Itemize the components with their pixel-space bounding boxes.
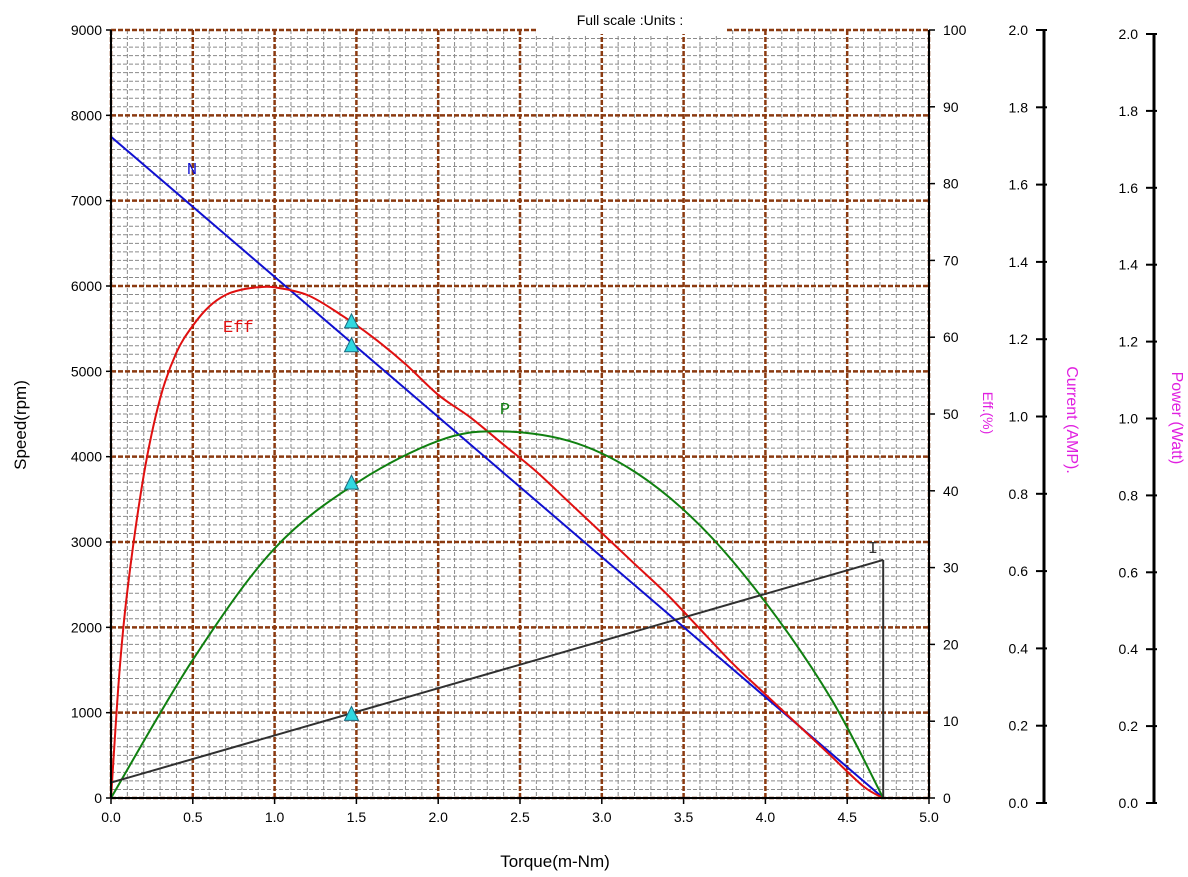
speed-tick-label: 0 xyxy=(94,790,102,806)
current-tick-label: 1.8 xyxy=(1009,99,1029,115)
power-tick-label: 0.0 xyxy=(1119,795,1139,811)
x-tick-label: 1.0 xyxy=(265,809,285,825)
current-tick-label: 0.4 xyxy=(1009,640,1029,656)
speed-tick-label: 2000 xyxy=(71,619,102,635)
x-tick-label: 3.0 xyxy=(592,809,612,825)
speed-tick-label: 4000 xyxy=(71,449,102,465)
current-tick-label: 2.0 xyxy=(1009,22,1029,38)
x-tick-label: 4.5 xyxy=(837,809,857,825)
efficiency-tick-label: 90 xyxy=(943,99,959,115)
efficiency-axis-title: Eff.(%) xyxy=(980,392,996,435)
power-tick-label: 0.4 xyxy=(1119,641,1139,657)
operating-point-marker xyxy=(343,336,360,353)
current-tick-label: 1.6 xyxy=(1009,177,1029,193)
power-tick-label: 1.2 xyxy=(1119,334,1139,350)
x-tick-label: 3.5 xyxy=(674,809,694,825)
efficiency-tick-label: 60 xyxy=(943,329,959,345)
series-line-n xyxy=(110,135,884,799)
efficiency-tick-label: 0 xyxy=(943,790,951,806)
markers xyxy=(343,312,360,721)
speed-tick-label: 6000 xyxy=(71,278,102,294)
x-tick-label: 2.5 xyxy=(510,809,530,825)
power-axis-title: Power (Watt) xyxy=(1168,372,1185,465)
operating-point-marker xyxy=(343,312,360,329)
current-tick-label: 0.0 xyxy=(1009,795,1029,811)
series-label-eff: Eff xyxy=(223,319,254,338)
operating-point-marker xyxy=(343,705,360,721)
speed-tick-label: 3000 xyxy=(71,534,102,550)
current-tick-label: 1.2 xyxy=(1009,331,1029,347)
power-tick-label: 0.8 xyxy=(1119,487,1139,503)
operating-point-marker xyxy=(343,474,360,490)
axes: 0.0 0.5 1.0 1.5 2.0 2.5 3.0 3.5 4.0 4.5 5.00100020… xyxy=(71,22,1157,825)
x-tick-label: 0.0 xyxy=(101,809,121,825)
full-scale-box xyxy=(536,8,726,34)
curves: N Eff P I xyxy=(110,135,885,799)
series-line-p xyxy=(110,430,885,799)
current-tick-label: 1.4 xyxy=(1009,254,1029,270)
power-tick-label: 0.2 xyxy=(1119,718,1139,734)
speed-tick-label: 7000 xyxy=(71,193,102,209)
current-tick-label: 0.8 xyxy=(1009,486,1029,502)
x-tick-label: 5.0 xyxy=(919,809,939,825)
current-tick-label: 0.6 xyxy=(1009,563,1029,579)
power-tick-label: 2.0 xyxy=(1119,26,1139,42)
current-axis-title: Current (AMP). xyxy=(1063,366,1080,474)
efficiency-tick-label: 80 xyxy=(943,176,959,192)
series-line-eff xyxy=(110,285,884,799)
series-label-p: P xyxy=(500,401,510,420)
grid xyxy=(109,28,931,800)
power-tick-label: 0.6 xyxy=(1119,564,1139,580)
efficiency-tick-label: 100 xyxy=(943,22,967,38)
x-axis-title: Torque(m-Nm) xyxy=(500,852,610,871)
speed-tick-label: 5000 xyxy=(71,363,102,379)
efficiency-tick-label: 20 xyxy=(943,636,959,652)
power-tick-label: 1.4 xyxy=(1119,257,1139,273)
speed-tick-label: 8000 xyxy=(71,107,102,123)
series-line-i xyxy=(110,558,884,784)
power-tick-label: 1.0 xyxy=(1119,411,1139,427)
efficiency-tick-label: 50 xyxy=(943,406,959,422)
efficiency-tick-label: 70 xyxy=(943,252,959,268)
power-tick-label: 1.8 xyxy=(1119,103,1139,119)
x-tick-label: 0.5 xyxy=(183,809,203,825)
efficiency-tick-label: 10 xyxy=(943,713,959,729)
current-tick-label: 0.2 xyxy=(1009,718,1029,734)
x-tick-label: 4.0 xyxy=(756,809,776,825)
speed-tick-label: 1000 xyxy=(71,705,102,721)
efficiency-tick-label: 40 xyxy=(943,483,959,499)
x-tick-label: 2.0 xyxy=(428,809,448,825)
full-scale-label: Full scale :Units : xyxy=(577,12,684,28)
speed-axis-title: Speed(rpm) xyxy=(11,380,30,470)
efficiency-tick-label: 30 xyxy=(943,560,959,576)
speed-tick-label: 9000 xyxy=(71,22,102,38)
series-label-i: I xyxy=(868,540,878,559)
power-tick-label: 1.6 xyxy=(1119,180,1139,196)
x-tick-label: 1.5 xyxy=(347,809,367,825)
current-tick-label: 1.0 xyxy=(1009,409,1029,425)
series-label-n: N xyxy=(187,161,197,180)
